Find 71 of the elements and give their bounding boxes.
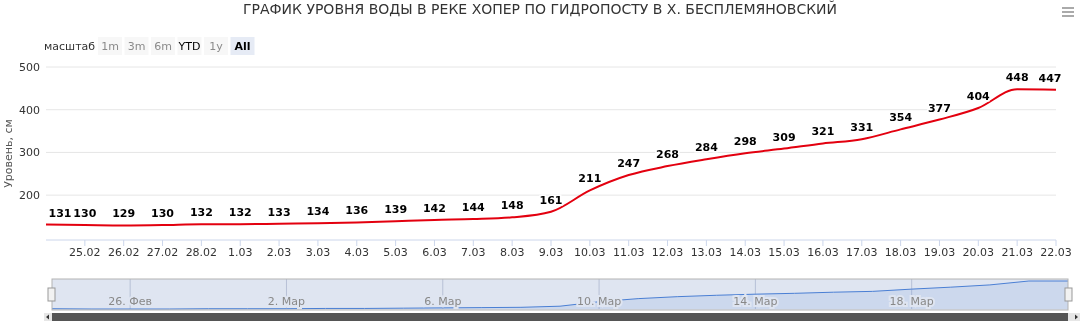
data-label: 377: [927, 101, 951, 115]
text: 6m: [154, 40, 172, 53]
data-label: 144: [461, 201, 486, 215]
y-tick-label: 200: [19, 189, 40, 203]
x-tick-label: 2.03: [266, 246, 292, 259]
x-tick-label: 10.03: [574, 246, 606, 259]
data-label: 211: [578, 172, 602, 186]
text: YTD: [177, 40, 201, 53]
x-tick-label: 22.03: [1040, 246, 1072, 259]
x-tick-label: 13.03: [690, 246, 723, 259]
data-label: 134: [306, 205, 330, 219]
text: масштаб: [44, 40, 96, 53]
data-label: 268: [656, 148, 680, 162]
data-label: 284: [694, 141, 719, 155]
data-label: 129: [112, 207, 136, 221]
data-label: 148: [500, 199, 524, 213]
data-label: 448: [1005, 71, 1029, 85]
x-tick-label: 6. Мар: [424, 295, 462, 308]
data-label: 404: [966, 90, 991, 104]
text: 1y: [209, 40, 224, 53]
x-tick-label: 18.03: [884, 246, 917, 259]
data-label: 321: [811, 125, 835, 139]
data-label: 354: [889, 111, 913, 125]
x-tick-label: 8.03: [499, 246, 525, 259]
data-label: 247: [617, 157, 641, 171]
x-tick-label: 7.03: [461, 246, 486, 259]
x-tick-label: 19.03: [923, 246, 956, 259]
data-label: 142: [422, 201, 446, 215]
x-tick-label: 4.03: [344, 246, 370, 259]
x-tick-label: 21.03: [1001, 246, 1033, 259]
x-tick-label: 11.03: [612, 246, 645, 259]
x-tick-label: 16.03: [807, 246, 839, 259]
x-tick-label: 5.03: [383, 246, 408, 259]
data-label: 132: [189, 206, 213, 220]
data-label: 309: [772, 130, 796, 144]
x-tick-label: 9.03: [538, 246, 564, 259]
x-tick-label: 12.03: [651, 246, 684, 259]
data-label: 139: [384, 203, 408, 217]
data-label: 447: [1038, 71, 1062, 85]
x-tick-label: 26.02: [107, 246, 140, 259]
text: 3m: [127, 40, 146, 53]
x-tick-label: 6.03: [422, 246, 447, 259]
x-tick-label: 1.03: [227, 246, 253, 259]
data-label: 161: [539, 193, 563, 207]
chart-title: ГРАФИК УРОВНЯ ВОДЫ В РЕКЕ ХОПЕР ПО ГИДРОПОСТУ В Х. БЕСПЛЕМЯНОВСКИЙ: [242, 0, 838, 17]
y-tick-label: 300: [19, 146, 40, 160]
data-label: 331: [850, 121, 874, 135]
x-tick-label: 14.03: [729, 246, 761, 259]
y-tick-label: 500: [19, 61, 40, 74]
x-tick-label: 15.03: [768, 246, 800, 259]
x-tick-label: 27.02: [146, 246, 179, 259]
data-label: 133: [267, 205, 291, 219]
x-tick-label: 3.03: [305, 246, 331, 259]
data-label: 130: [151, 207, 175, 221]
x-tick-label: 18. Мар: [889, 295, 934, 308]
x-tick-label: 25.02: [69, 246, 101, 259]
x-tick-label: 17.03: [846, 246, 878, 259]
x-tick-label: 2. Мар: [267, 295, 306, 308]
x-tick-label: 28.02: [185, 246, 218, 259]
text: All: [234, 40, 251, 53]
y-axis-title: Уровень, см: [2, 119, 15, 188]
data-label: 131: [48, 206, 72, 220]
x-tick-label: 20.03: [962, 246, 995, 259]
x-tick-label: 14. Мар: [733, 295, 778, 308]
data-label: 136: [345, 204, 369, 218]
y-tick-label: 400: [19, 103, 40, 117]
data-label: 132: [228, 206, 252, 220]
x-tick-label: 26. Фев: [108, 295, 153, 308]
text: 1m: [101, 40, 119, 53]
data-label: 130: [73, 207, 97, 221]
data-label: 298: [733, 135, 757, 149]
